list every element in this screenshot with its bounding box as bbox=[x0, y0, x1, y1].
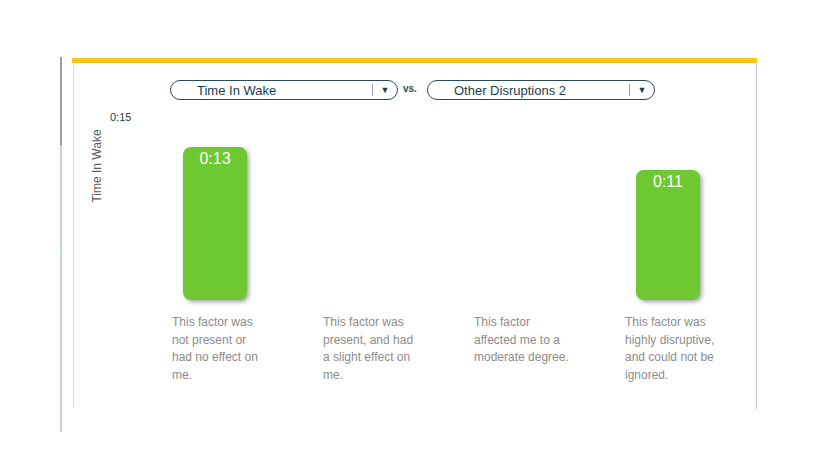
bar-4[interactable]: 0:11 bbox=[636, 170, 700, 300]
panel-right-border bbox=[756, 63, 757, 409]
metric-dropdown-value: Time In Wake bbox=[171, 81, 372, 99]
category-label-1: This factor was not present or had no ef… bbox=[172, 314, 268, 384]
metric-dropdown[interactable]: Time In Wake ▼ bbox=[170, 80, 398, 100]
category-label-3: This factor affected me to a moderate de… bbox=[474, 314, 570, 367]
y-axis-label: Time In Wake bbox=[90, 129, 104, 202]
panel-left-border bbox=[73, 63, 74, 408]
scrollbar-thumb[interactable] bbox=[60, 57, 62, 145]
panel-top-accent bbox=[72, 58, 757, 63]
bar-value-label: 0:11 bbox=[636, 170, 700, 191]
scrollbar-marker bbox=[60, 247, 62, 254]
y-axis-top-tick: 0:15 bbox=[110, 111, 131, 123]
comparison-dropdown[interactable]: Other Disruptions 2 ▼ bbox=[427, 80, 655, 100]
vs-label: vs. bbox=[403, 83, 417, 94]
bar-1[interactable]: 0:13 bbox=[183, 147, 247, 300]
sleep-factor-comparison-view: Time In Wake ▼ vs. Other Disruptions 2 ▼… bbox=[0, 0, 820, 470]
scrollbar-track bbox=[60, 57, 62, 432]
bar-value-label: 0:13 bbox=[183, 147, 247, 168]
comparison-dropdown-value: Other Disruptions 2 bbox=[428, 81, 629, 99]
category-label-4: This factor was highly disruptive, and c… bbox=[625, 314, 721, 384]
chevron-down-icon: ▼ bbox=[372, 84, 397, 96]
category-label-2: This factor was present, and had a sligh… bbox=[323, 314, 419, 384]
chevron-down-icon: ▼ bbox=[629, 84, 654, 96]
